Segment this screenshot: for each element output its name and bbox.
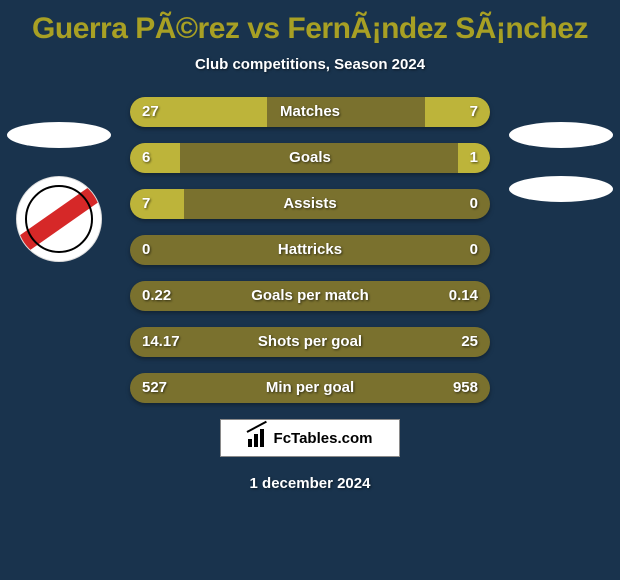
club-badge-icon xyxy=(16,176,102,262)
stat-row: 0 0Hattricks xyxy=(130,235,490,265)
stat-label: Goals xyxy=(130,143,490,173)
stat-bar-right xyxy=(425,97,490,127)
stat-bar-left xyxy=(130,143,180,173)
stat-label: Goals per match xyxy=(130,281,490,311)
stat-row: 7 0Assists xyxy=(130,189,490,219)
stat-value-right: 958 xyxy=(453,373,478,403)
stat-label: Hattricks xyxy=(130,235,490,265)
stat-value-right: 0 xyxy=(470,235,478,265)
placeholder-ellipse-icon xyxy=(509,176,613,202)
stat-label: Min per goal xyxy=(130,373,490,403)
stat-value-left: 27 xyxy=(142,97,159,127)
stat-value-left: 527 xyxy=(142,373,167,403)
stat-row: 527 958Min per goal xyxy=(130,373,490,403)
stat-value-left: 6 xyxy=(142,143,150,173)
stat-row: 14.17 25Shots per goal xyxy=(130,327,490,357)
watermark-text: FcTables.com xyxy=(274,430,373,447)
stat-row: 277Matches xyxy=(130,97,490,127)
stat-label: Shots per goal xyxy=(130,327,490,357)
stat-label: Assists xyxy=(130,189,490,219)
watermark: FcTables.com xyxy=(220,419,400,457)
page-subtitle: Club competitions, Season 2024 xyxy=(0,56,620,73)
stat-value-left: 7 xyxy=(142,189,150,219)
stat-value-right: 0.14 xyxy=(449,281,478,311)
stat-row: 0.22 0.14Goals per match xyxy=(130,281,490,311)
stat-bar-left xyxy=(130,189,184,219)
stat-value-left: 14.17 xyxy=(142,327,180,357)
stat-value-right: 1 xyxy=(470,143,478,173)
stats-container: 277Matches61Goals70Assists00Hattricks0.2… xyxy=(130,97,490,403)
placeholder-ellipse-icon xyxy=(7,122,111,148)
stat-row: 6 1Goals xyxy=(130,143,490,173)
left-player-crests xyxy=(4,122,114,262)
stat-value-right: 7 xyxy=(470,97,478,127)
stat-value-right: 0 xyxy=(470,189,478,219)
page-title: Guerra PÃ©rez vs FernÃ¡ndez SÃ¡nchez xyxy=(0,0,620,46)
right-player-crests xyxy=(506,122,616,230)
stat-value-left: 0 xyxy=(142,235,150,265)
placeholder-ellipse-icon xyxy=(509,122,613,148)
fctables-logo-icon xyxy=(248,429,268,447)
stat-value-left: 0.22 xyxy=(142,281,171,311)
footer-date: 1 december 2024 xyxy=(0,475,620,492)
stat-value-right: 25 xyxy=(461,327,478,357)
